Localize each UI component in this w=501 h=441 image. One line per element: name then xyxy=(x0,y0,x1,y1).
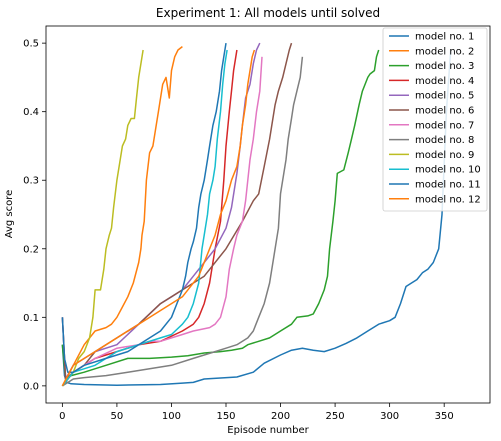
series-line-7 xyxy=(61,56,263,387)
y-axis: 0.0 0.1 0.2 0.3 0.4 0.5 xyxy=(23,39,46,392)
series-line-8 xyxy=(61,56,304,387)
y-axis-label: Avg score xyxy=(4,190,15,239)
series-line-3 xyxy=(61,49,380,380)
legend-label: model no. 6 xyxy=(415,106,474,117)
y-tick-label: 0.3 xyxy=(23,176,39,187)
series-line-1 xyxy=(61,49,452,386)
series-line-9 xyxy=(61,49,144,387)
series-line-4 xyxy=(61,49,238,387)
legend-label: model no. 3 xyxy=(415,61,474,72)
x-tick-label: 250 xyxy=(326,411,345,422)
legend-box xyxy=(382,27,488,212)
y-tick-label: 0.1 xyxy=(23,313,39,324)
legend-label: model no. 5 xyxy=(415,91,474,102)
y-tick-label: 0.0 xyxy=(23,381,39,392)
legend-label: model no. 11 xyxy=(415,180,481,191)
legend-label: model no. 9 xyxy=(415,150,474,161)
x-axis: 0 50 100 150 200 250 300 350 xyxy=(59,403,454,422)
series-line-12 xyxy=(61,49,256,387)
x-tick-label: 50 xyxy=(111,411,124,422)
y-tick-label: 0.2 xyxy=(23,244,39,255)
legend-label: model no. 1 xyxy=(415,32,474,43)
x-tick-label: 100 xyxy=(162,411,181,422)
series-line-2 xyxy=(61,46,183,387)
legend-label: model no. 4 xyxy=(415,76,474,87)
x-tick-label: 200 xyxy=(271,411,290,422)
legend-label: model no. 8 xyxy=(415,135,474,146)
x-axis-label: Episode number xyxy=(227,425,309,436)
legend-label: model no. 10 xyxy=(415,165,481,176)
series-layer xyxy=(61,42,452,387)
legend: model no. 1 model no. 2 model no. 3 model n… xyxy=(382,27,488,212)
x-tick-label: 300 xyxy=(380,411,399,422)
y-tick-label: 0.4 xyxy=(23,107,39,118)
chart-title: Experiment 1: All models until solved xyxy=(156,6,380,20)
legend-label: model no. 2 xyxy=(415,46,474,57)
x-tick-label: 0 xyxy=(59,411,65,422)
series-line-10 xyxy=(61,49,228,387)
x-tick-label: 150 xyxy=(216,411,235,422)
series-line-11 xyxy=(61,42,227,373)
x-tick-label: 350 xyxy=(435,411,454,422)
y-tick-label: 0.5 xyxy=(23,39,39,50)
legend-label: model no. 7 xyxy=(415,120,474,131)
legend-label: model no. 12 xyxy=(415,194,481,205)
plot-area xyxy=(45,25,491,404)
